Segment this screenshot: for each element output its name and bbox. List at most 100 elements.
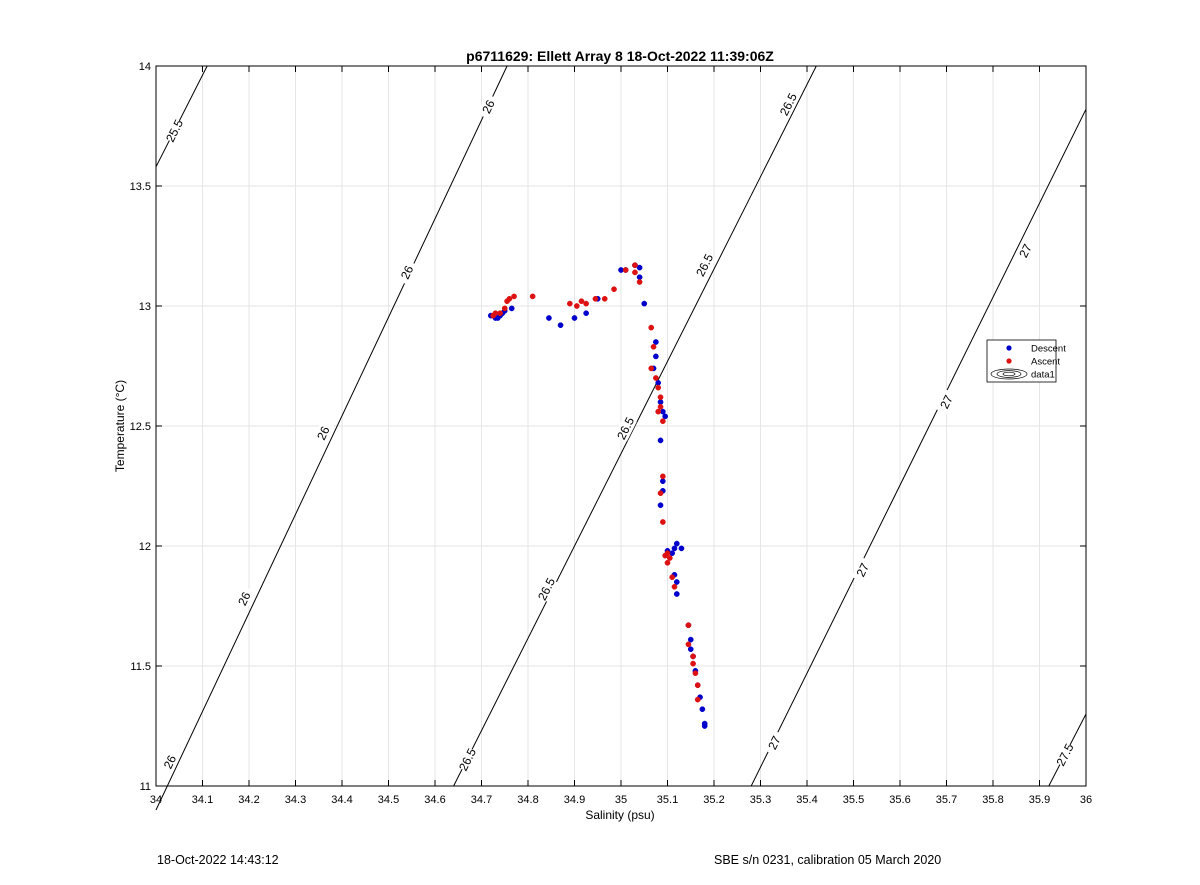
ascent-point <box>660 519 666 525</box>
legend-label-data1: data1 <box>1031 370 1055 381</box>
ascent-point <box>655 384 662 391</box>
descent-point <box>657 502 664 509</box>
ascent-point <box>660 473 666 480</box>
contour-label: 27 <box>1016 241 1035 259</box>
x-tick-label: 34.3 <box>285 794 306 806</box>
ascent-point <box>511 293 517 300</box>
x-tick-label: 34.8 <box>517 794 538 806</box>
y-tick-label: 14 <box>139 61 151 73</box>
y-tick-label: 12 <box>139 541 151 553</box>
contour-label: 27 <box>937 393 956 411</box>
contour-label: 26 <box>314 424 332 442</box>
contour-label-background <box>935 389 958 415</box>
x-tick-label: 36 <box>1080 794 1092 806</box>
y-tick-label: 12.5 <box>130 421 151 433</box>
ascent-point <box>578 298 585 305</box>
contour-label-background <box>233 585 256 612</box>
footer-timestamp: 18-Oct-2022 14:43:12 <box>157 853 279 867</box>
contour-label: 26 <box>161 753 179 771</box>
x-tick-label: 34.7 <box>471 794 492 806</box>
ascent-point <box>657 403 664 410</box>
y-axis-label: Temperature (°C) <box>113 380 127 472</box>
x-tick-label: 35.2 <box>703 794 724 806</box>
ascent-point <box>653 375 659 381</box>
contour-label-background <box>396 259 419 286</box>
y-tick-label: 11.5 <box>130 661 151 673</box>
axis-ticks: 34 34.1 34.2 34.3 34.4 34.5 34.6 34.7 34.8 34.9 35… <box>130 61 1093 806</box>
y-tick-label: 11 <box>140 781 151 793</box>
descent-point <box>657 399 664 405</box>
descent-point <box>673 591 680 597</box>
ascent-point <box>657 490 664 497</box>
contour-label-background <box>763 729 786 756</box>
descent-point <box>673 579 680 585</box>
descent-point <box>546 315 552 321</box>
contour-label-background <box>851 557 874 583</box>
ascent-point <box>669 574 676 581</box>
ascent-point <box>694 696 701 703</box>
x-tick-label: 35.4 <box>796 794 817 806</box>
ascent-point <box>529 293 536 300</box>
ascent-point <box>685 622 692 629</box>
density-contours: 25.5262626262626.526.526.526.526.5272727… <box>155 65 1087 811</box>
descent-point <box>673 540 680 547</box>
x-tick-label: 34.1 <box>192 794 213 806</box>
legend-box <box>986 339 1057 383</box>
x-tick-label: 35.8 <box>982 794 1003 806</box>
ascent-point <box>660 418 666 425</box>
ascent-point <box>601 295 608 302</box>
legend-contour-symbol <box>996 370 1022 378</box>
ascent-point <box>657 394 664 401</box>
descent-point <box>571 315 578 321</box>
legend-marker-descent <box>1006 345 1012 351</box>
ascent-point <box>664 550 671 557</box>
chart-title: p6711629: Ellett Array 8 18-Oct-2022 11:… <box>466 48 774 64</box>
contour-label: 27 <box>765 733 784 751</box>
x-tick-label: 35 <box>615 794 627 806</box>
contour-label-background <box>1053 741 1077 768</box>
contour-label-background <box>535 576 558 603</box>
contour-label-background <box>163 117 186 144</box>
legend-marker-ascent <box>1006 358 1012 364</box>
density-contour-line <box>453 65 817 787</box>
descent-point <box>671 545 678 552</box>
ascent-point <box>501 305 508 312</box>
descent-point <box>687 646 694 653</box>
descent-point <box>678 545 685 552</box>
x-tick-label: 35.5 <box>843 794 864 806</box>
x-axis-label: Salinity (psu) <box>585 808 654 822</box>
x-tick-label: 34.6 <box>424 794 445 806</box>
contour-label-background <box>158 749 181 775</box>
descent-point <box>653 339 659 345</box>
descent-point <box>699 706 706 713</box>
contour-label-background <box>477 93 500 120</box>
descent-point <box>636 274 643 281</box>
descent-point <box>653 353 659 360</box>
legend-label-descent: Descent <box>1031 344 1066 355</box>
ascent-point <box>622 267 629 273</box>
descent-point <box>660 478 666 485</box>
descent-point <box>636 264 643 271</box>
descent-point <box>557 322 564 329</box>
ascent-point <box>636 279 643 285</box>
ascent-point <box>690 660 696 667</box>
legend: Descent Ascent data1 <box>986 339 1066 383</box>
descent-point <box>662 413 669 420</box>
contour-label: 26 <box>235 589 253 607</box>
x-tick-label: 34.5 <box>378 794 399 806</box>
legend-contour-symbol <box>990 368 1028 380</box>
ascent-point <box>632 262 638 269</box>
x-tick-label: 34.4 <box>331 794 352 806</box>
ascent-point <box>692 670 699 677</box>
descent-point <box>657 437 664 444</box>
ascent-point <box>611 286 617 293</box>
ascent-point <box>632 269 638 276</box>
ascent-point <box>592 295 599 302</box>
data-points <box>487 262 708 729</box>
x-tick-label: 34.9 <box>564 794 585 806</box>
x-tick-label: 34.2 <box>238 794 259 806</box>
density-contour-line <box>750 108 1087 787</box>
ascent-point <box>685 641 692 648</box>
contour-label-background <box>777 91 800 118</box>
